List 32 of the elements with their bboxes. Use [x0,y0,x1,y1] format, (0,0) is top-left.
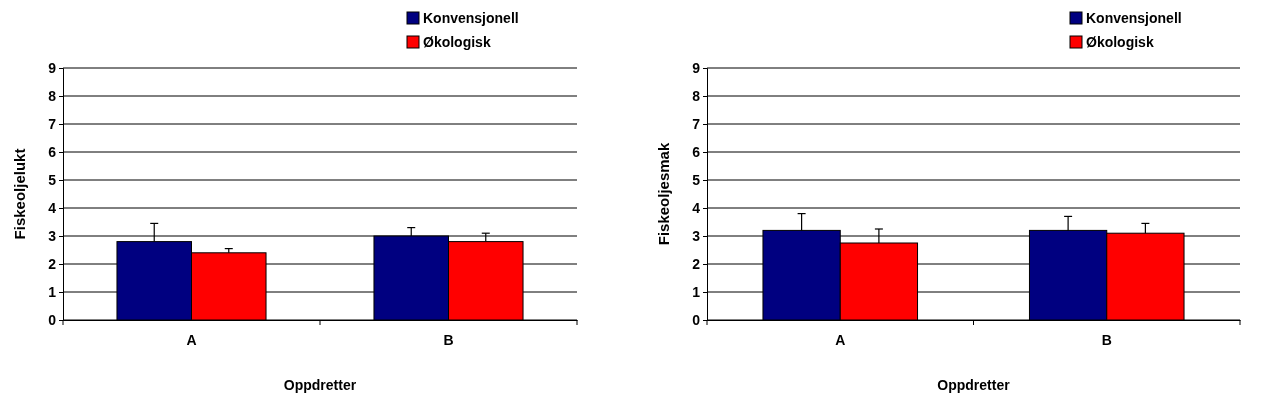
y-tick-label: 8 [48,87,57,104]
legend-label: Konvensjonell [423,10,519,26]
y-tick-label: 7 [48,115,57,132]
y-tick-label: 7 [692,115,701,132]
x-axis-title: Oppdretter [283,377,357,393]
y-tick-label: 2 [48,255,57,272]
y-tick-label: 3 [692,227,701,244]
y-tick-label: 6 [692,143,701,160]
legend-label: Konvensjonell [1086,10,1182,26]
legend-label: Økologisk [1086,34,1154,50]
y-tick-label: 8 [692,87,701,104]
y-tick-label: 5 [692,171,701,188]
y-axis-title: Fiskeoljesmak [655,142,672,246]
y-tick-label: 4 [692,199,701,216]
x-axis-title: Oppdretter [937,377,1011,393]
y-tick-label: 2 [692,255,701,272]
y-tick-label: 1 [692,283,701,300]
y-tick-label: 9 [692,59,701,76]
x-tick-label: A [186,332,197,349]
x-tick-label: A [835,332,846,349]
y-tick-label: 6 [48,143,57,160]
y-tick-label: 0 [692,311,701,328]
y-tick-label: 3 [48,227,57,244]
x-tick-label: B [1101,332,1112,349]
y-tick-label: 9 [48,59,57,76]
y-tick-label: 0 [48,311,57,328]
y-tick-label: 5 [48,171,57,188]
legend-label: Økologisk [423,34,491,50]
y-axis-title: Fiskeoljelukt [11,148,28,240]
y-tick-label: 1 [48,283,57,300]
y-tick-label: 4 [48,199,57,216]
x-tick-label: B [443,332,454,349]
